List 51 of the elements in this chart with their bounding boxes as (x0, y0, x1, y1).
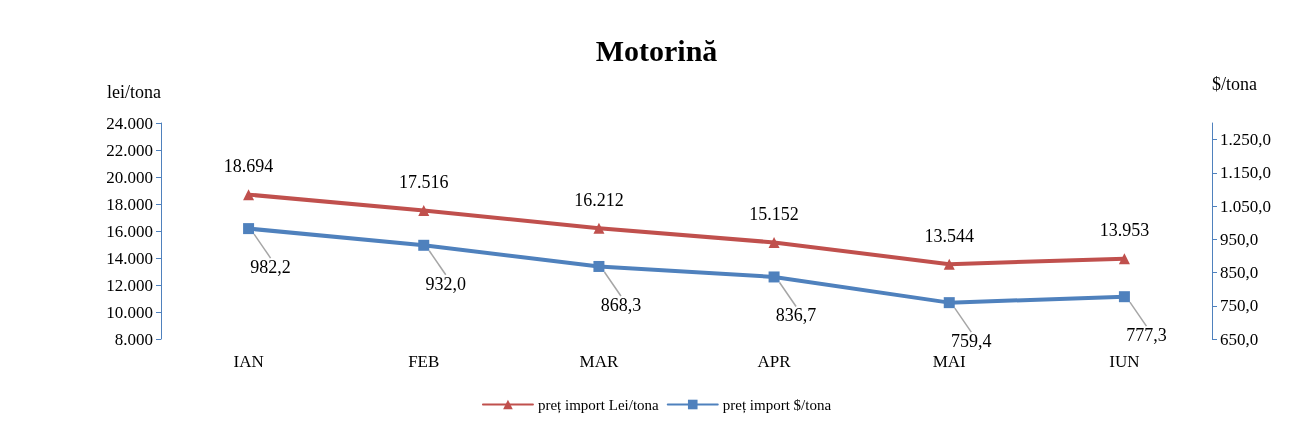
y-tick-label: 8.000 (114, 329, 153, 349)
data-label: 836,7 (775, 305, 817, 326)
y-tick-label: 24.000 (106, 113, 153, 133)
point (418, 239, 430, 251)
data-label: 982,2 (250, 257, 291, 278)
point (1118, 253, 1130, 265)
y-tick-label: 20.000 (106, 167, 153, 187)
y-tick-label: 18.000 (106, 194, 153, 214)
legend-label: preț import Lei/tona (537, 396, 660, 414)
point (1118, 291, 1130, 303)
legend-label: preț import $/tona (722, 396, 832, 414)
data-label: 759,4 (951, 331, 992, 352)
y2-tick-label: 850,0 (1220, 263, 1259, 283)
y-tick-label: 12.000 (106, 275, 153, 295)
y-tick-label: 22.000 (106, 140, 153, 160)
point (768, 236, 780, 248)
x-tick-label: APR (757, 352, 792, 371)
data-label: 777,3 (1126, 325, 1167, 346)
data-label: 932,0 (425, 273, 466, 294)
data-label: 16.212 (574, 189, 624, 210)
x-tick-label: IAN (233, 352, 264, 371)
point (943, 297, 955, 309)
chart-title: Motorină (595, 33, 718, 67)
data-label: 17.516 (399, 172, 449, 193)
y2-tick-label: 1.250,0 (1220, 130, 1271, 150)
point (243, 223, 255, 235)
point (943, 258, 955, 270)
y2-tick-label: 750,0 (1220, 296, 1259, 316)
y2-tick-label: 1.050,0 (1220, 196, 1271, 216)
y-tick-label: 14.000 (106, 248, 153, 268)
y-axis-title: lei/tona (107, 82, 162, 102)
data-label: 868,3 (600, 294, 642, 315)
data-label: 15.152 (749, 203, 799, 224)
x-tick-label: MAR (579, 352, 619, 371)
y2-tick-label: 650,0 (1220, 329, 1259, 349)
data-label: 13.953 (1099, 220, 1150, 241)
x-tick-label: FEB (408, 352, 440, 371)
y2-tick-label: 950,0 (1220, 229, 1259, 249)
point (418, 205, 430, 217)
y2-axis-title: $/tona (1212, 74, 1257, 94)
data-label: 13.544 (924, 225, 974, 246)
point (593, 260, 605, 272)
point (768, 271, 780, 283)
y-tick-label: 10.000 (106, 302, 153, 322)
data-label: 18.694 (223, 156, 274, 177)
point (593, 222, 605, 234)
y-tick-label: 16.000 (106, 221, 153, 241)
point (243, 189, 255, 201)
x-tick-label: IUN (1109, 352, 1140, 371)
y2-tick-label: 1.150,0 (1220, 163, 1271, 183)
x-tick-label: MAI (932, 352, 967, 371)
